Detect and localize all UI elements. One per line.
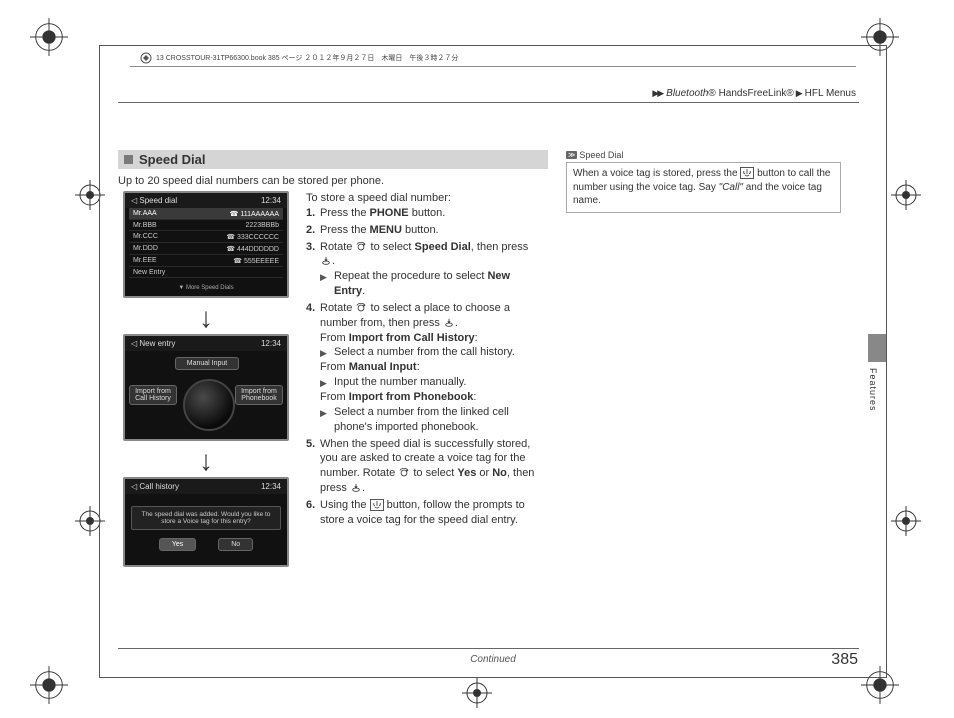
section-intro: Up to 20 speed dial numbers can be store… [118,175,548,187]
screen3-no-button: No [218,538,253,551]
breadcrumb-a: Bluetooth® HandsFreeLink® [666,88,794,99]
screen2-phonebook-button: Import from Phonebook [235,385,283,405]
flow-arrow-icon: ↓ [199,304,213,332]
left-column: Speed Dial Up to 20 speed dial numbers c… [118,150,548,567]
file-meta-text: 13 CROSSTOUR-31TP66300.book 385 ページ ２０１２… [156,53,458,63]
section-title-bar: Speed Dial [118,150,548,169]
screen3-back-icon: ◁ Call history [131,482,179,491]
rotate-knob-icon [355,303,367,313]
breadcrumb-sep-1: ▶▶ [652,88,662,99]
main: Speed Dial Up to 20 speed dial numbers c… [118,150,858,567]
section-title: Speed Dial [139,152,205,167]
page-number: 385 [831,651,858,669]
list-item: Mr.BBB2223BBBb [129,220,283,231]
step-1: 1.Press the PHONE button. [306,206,542,221]
step-4-from-2: From Manual Input: [320,360,542,375]
side-tab-label: Features [868,368,878,412]
breadcrumb-sep-2: ▶ [796,88,801,99]
step-3-sub: ▶Repeat the procedure to select New Entr… [320,269,542,299]
crosshair-right-lower [891,506,921,536]
step-4-sub-3: ▶Select a number from the linked cell ph… [320,405,542,435]
meta-rule [130,66,856,67]
page-frame: 13 CROSSTOUR-31TP66300.book 385 ページ ２０１２… [99,45,887,678]
press-knob-icon [350,483,362,493]
step-4: 4.Rotate to select a place to choose a n… [306,301,542,435]
step-6: 6.Using the button, follow the prompts t… [306,498,542,528]
rule-top [118,102,859,103]
screen-speed-dial: ◁ Speed dial 12:34 Mr.AAA☎ 111AAAAAA Mr.… [123,191,289,298]
list-item: Mr.AAA☎ 111AAAAAA [129,208,283,220]
rule-bottom [118,648,859,649]
screen1-list: Mr.AAA☎ 111AAAAAA Mr.BBB2223BBBb Mr.CCC☎… [125,208,287,282]
screen-call-history: ◁ Call history 12:34 The speed dial was … [123,477,289,567]
screen2-dial-icon [183,379,235,431]
step-4-from-3: From Import from Phonebook: [320,390,542,405]
sidebar-chevron-icon: ≫ [566,151,577,159]
list-item: New Entry [129,267,283,278]
step-2: 2.Press the MENU button. [306,223,542,238]
screen3-yes-button: Yes [159,538,196,551]
step-4-sub-2: ▶Input the number manually. [320,375,542,390]
screen2-manual-button: Manual Input [175,357,239,370]
file-meta: 13 CROSSTOUR-31TP66300.book 385 ページ ２０１２… [140,52,458,64]
rotate-knob-icon [398,468,410,478]
screen1-clock: 12:34 [261,196,281,205]
content-row: ◁ Speed dial 12:34 Mr.AAA☎ 111AAAAAA Mr.… [118,191,548,567]
talk-button-icon [370,499,384,511]
screens-column: ◁ Speed dial 12:34 Mr.AAA☎ 111AAAAAA Mr.… [118,191,294,567]
step-4-sub-1: ▶Select a number from the call history. [320,345,542,360]
side-tab-block [868,334,886,362]
screen1-footer: ▼ More Speed Dials [125,282,287,296]
continued-label: Continued [100,654,886,665]
section-square-icon [124,155,133,164]
talk-button-icon [740,167,754,179]
screen-new-entry: ◁ New entry 12:34 Manual Input Import fr… [123,334,289,441]
side-tab: Features [868,334,886,412]
instructions: To store a speed dial number: 1.Press th… [306,191,542,567]
sidebar-title: ≫ Speed Dial [566,150,841,160]
crosshair-right-upper [891,180,921,210]
screen3-clock: 12:34 [261,482,281,491]
screen1-back-icon: ◁ Speed dial [131,196,177,205]
step-4-from-1: From Import from Call History: [320,331,542,346]
step-5: 5.When the speed dial is successfully st… [306,437,542,496]
list-item: Mr.DDD☎ 444DDDDDD [129,243,283,255]
regmark-tl [30,18,68,56]
screen2-clock: 12:34 [261,339,281,348]
step-3: 3.Rotate to select Speed Dial, then pres… [306,240,542,299]
press-knob-icon [320,256,332,266]
screen2-callhistory-button: Import from Call History [129,385,177,405]
list-item: Mr.EEE☎ 555EEEEE [129,255,283,267]
list-item: Mr.CCC☎ 333CCCCCC [129,231,283,243]
screen2-back-icon: ◁ New entry [131,339,175,348]
rotate-knob-icon [355,242,367,252]
breadcrumb: ▶▶ Bluetooth® HandsFreeLink® ▶ HFL Menus [652,88,856,99]
press-knob-icon [443,318,455,328]
screen3-message: The speed dial was added. Would you like… [131,506,281,530]
crosshair-bottom [462,678,492,708]
sidebar-box: When a voice tag is stored, press the bu… [566,162,841,213]
right-column: ≫ Speed Dial When a voice tag is stored,… [566,150,841,567]
regmark-bl [30,666,68,704]
flow-arrow-icon: ↓ [199,447,213,475]
breadcrumb-b: HFL Menus [805,88,856,99]
instr-lead: To store a speed dial number: [306,191,542,206]
